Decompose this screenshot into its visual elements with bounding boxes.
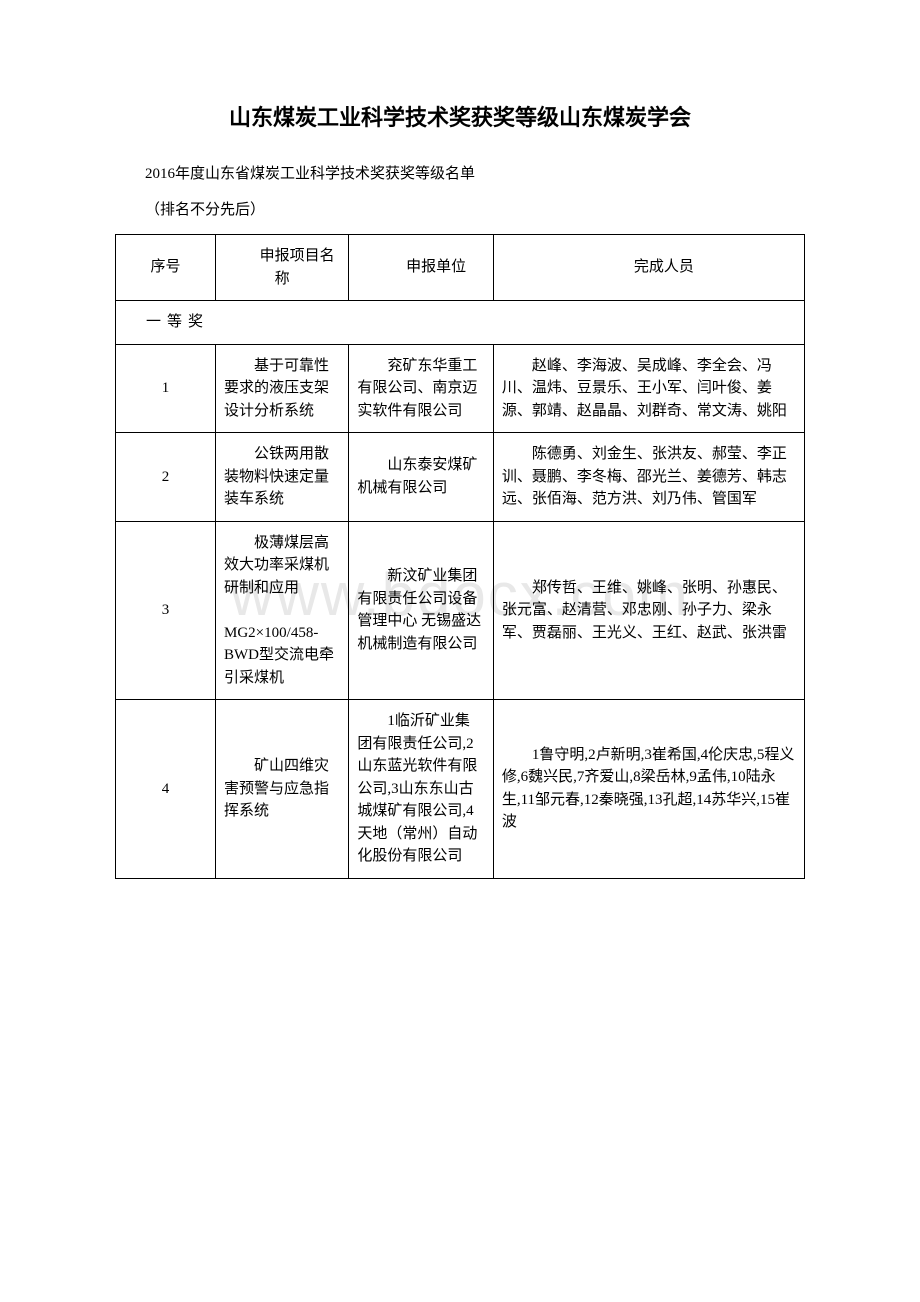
row-num: 1 (116, 344, 216, 433)
row-unit: 山东泰安煤矿机械有限公司 (349, 433, 493, 522)
awards-table: 序号 申报项目名称 申报单位 完成人员 一等奖 1 基于可靠性要求的液压支架设计… (115, 234, 805, 879)
row-project: 公铁两用散装物料快速定量装车系统 (216, 433, 349, 522)
table-header-row: 序号 申报项目名称 申报单位 完成人员 (116, 235, 805, 301)
row-people: 郑传哲、王维、姚峰、张明、孙惠民、张元富、赵清营、邓忠刚、孙子力、梁永军、贾磊丽… (493, 521, 804, 700)
subtitle: 2016年度山东省煤炭工业科学技术奖获奖等级名单 (115, 162, 805, 183)
row-people: 陈德勇、刘金生、张洪友、郝莹、李正训、聂鹏、李冬梅、邵光兰、姜德芳、韩志远、张佰… (493, 433, 804, 522)
row-project: 矿山四维灾害预警与应急指挥系统 (216, 700, 349, 879)
row-people: 1鲁守明,2卢新明,3崔希国,4伦庆忠,5程义修,6魏兴民,7齐爱山,8梁岳林,… (493, 700, 804, 879)
table-row: 1 基于可靠性要求的液压支架设计分析系统 兖矿东华重工有限公司、南京迈实软件有限… (116, 344, 805, 433)
header-project: 申报项目名称 (216, 235, 349, 301)
row-project: 极薄煤层高效大功率采煤机研制和应用 MG2×100/458-BWD型交流电牵引采… (216, 521, 349, 700)
row-project: 基于可靠性要求的液压支架设计分析系统 (216, 344, 349, 433)
header-num: 序号 (116, 235, 216, 301)
row-num: 3 (116, 521, 216, 700)
table-row: 2 公铁两用散装物料快速定量装车系统 山东泰安煤矿机械有限公司 陈德勇、刘金生、… (116, 433, 805, 522)
page-title: 山东煤炭工业科学技术奖获奖等级山东煤炭学会 (115, 100, 805, 132)
note: （排名不分先后） (115, 198, 805, 219)
row-unit: 1临沂矿业集团有限责任公司,2山东蓝光软件有限公司,3山东东山古城煤矿有限公司,… (349, 700, 493, 879)
table-row: 4 矿山四维灾害预警与应急指挥系统 1临沂矿业集团有限责任公司,2山东蓝光软件有… (116, 700, 805, 879)
header-unit: 申报单位 (349, 235, 493, 301)
row-unit: 新汶矿业集团有限责任公司设备管理中心 无锡盛达机械制造有限公司 (349, 521, 493, 700)
row-num: 2 (116, 433, 216, 522)
row-num: 4 (116, 700, 216, 879)
section-row: 一等奖 (116, 301, 805, 345)
row-people: 赵峰、李海波、吴成峰、李全会、冯川、温炜、豆景乐、王小军、闫叶俊、姜源、郭靖、赵… (493, 344, 804, 433)
table-row: 3 极薄煤层高效大功率采煤机研制和应用 MG2×100/458-BWD型交流电牵… (116, 521, 805, 700)
header-people: 完成人员 (493, 235, 804, 301)
section-title: 一等奖 (116, 301, 805, 345)
row-unit: 兖矿东华重工有限公司、南京迈实软件有限公司 (349, 344, 493, 433)
